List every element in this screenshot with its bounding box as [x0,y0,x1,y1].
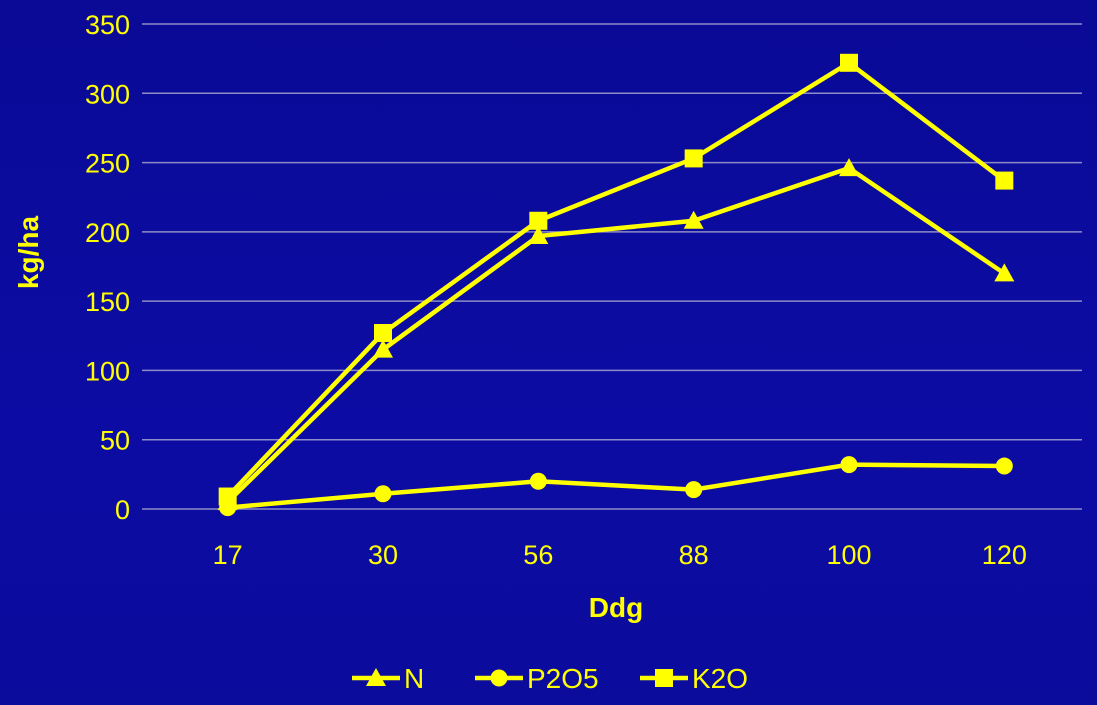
series-k2o [218,53,1014,506]
data-point [218,487,237,506]
legend-marker [490,669,508,687]
data-point [995,171,1014,190]
series-n [217,158,1015,511]
x-tick-label: 17 [213,540,243,570]
data-point [994,263,1015,282]
x-tick-label: 30 [368,540,398,570]
legend-label: N [404,663,424,694]
x-tick-label: 120 [982,540,1027,570]
x-tick-label: 56 [523,540,553,570]
data-point [374,324,392,343]
data-point [685,481,703,499]
series-line [226,60,1006,499]
legend-marker [655,669,673,687]
legend-item: P2O5 [475,663,599,694]
series-line [226,165,1006,504]
legend: N P2O5 K2O [352,663,748,694]
series-line [227,462,1005,510]
x-axis-title: Ddg [589,592,643,623]
y-tick-label: 50 [100,426,130,456]
legend-label: K2O [692,663,748,694]
y-tick-label: 350 [85,10,130,40]
legend-item: N [352,663,424,694]
x-tick-labels: 17 30 56 88 100 120 [213,540,1027,570]
y-tick-label: 200 [85,218,130,248]
data-point [683,210,704,229]
data-point [529,211,548,230]
series-lines [217,53,1015,517]
y-axis-title: kg/ha [13,216,44,290]
y-tick-label: 100 [85,356,130,386]
data-point [840,456,858,474]
y-tick-label: 0 [115,495,130,525]
data-point [684,149,703,168]
y-tick-label: 300 [85,79,130,109]
data-point [528,226,549,245]
y-tick-labels: 0 50 100 150 200 250 300 350 [85,10,130,525]
gridlines [142,23,1082,510]
x-tick-label: 88 [679,540,709,570]
data-point [995,457,1013,475]
y-tick-label: 150 [85,287,130,317]
series-p2o5 [219,456,1013,517]
data-point [374,485,392,503]
y-tick-label: 250 [85,149,130,179]
data-point [840,53,858,72]
legend-item: K2O [640,663,748,694]
data-point [839,158,859,177]
legend-marker [366,668,386,686]
x-tick-label: 100 [826,540,871,570]
legend-label: P2O5 [527,663,599,694]
data-point [529,472,547,490]
data-point [373,339,393,358]
